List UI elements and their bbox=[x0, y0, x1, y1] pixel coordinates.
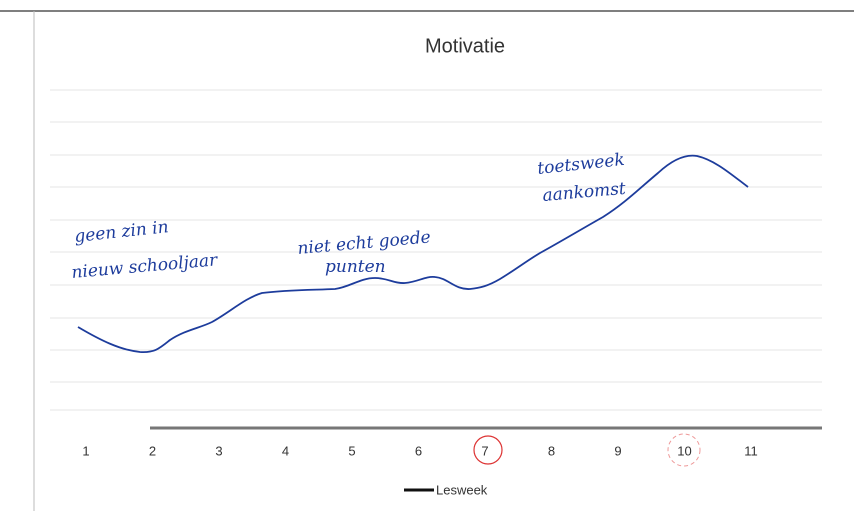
x-tick-label: 3 bbox=[215, 443, 222, 458]
x-tick-label: 6 bbox=[415, 443, 422, 458]
annotation: punten bbox=[325, 257, 386, 277]
x-tick-label: 7 bbox=[481, 443, 488, 458]
legend-label: Lesweek bbox=[436, 482, 488, 497]
x-tick-label: 9 bbox=[614, 443, 621, 458]
x-tick-label: 4 bbox=[282, 443, 289, 458]
x-tick-label: 11 bbox=[744, 443, 758, 458]
x-tick-label: 1 bbox=[82, 443, 89, 458]
scanned-chart: Motivatie 1234567891011 geen zin in nieu… bbox=[0, 0, 854, 511]
chart-title: Motivatie bbox=[425, 35, 505, 57]
x-tick-label: 2 bbox=[149, 443, 156, 458]
background bbox=[0, 0, 854, 511]
x-tick-label: 8 bbox=[548, 443, 555, 458]
x-tick-label: 10 bbox=[677, 443, 691, 458]
x-tick-label: 5 bbox=[348, 443, 355, 458]
